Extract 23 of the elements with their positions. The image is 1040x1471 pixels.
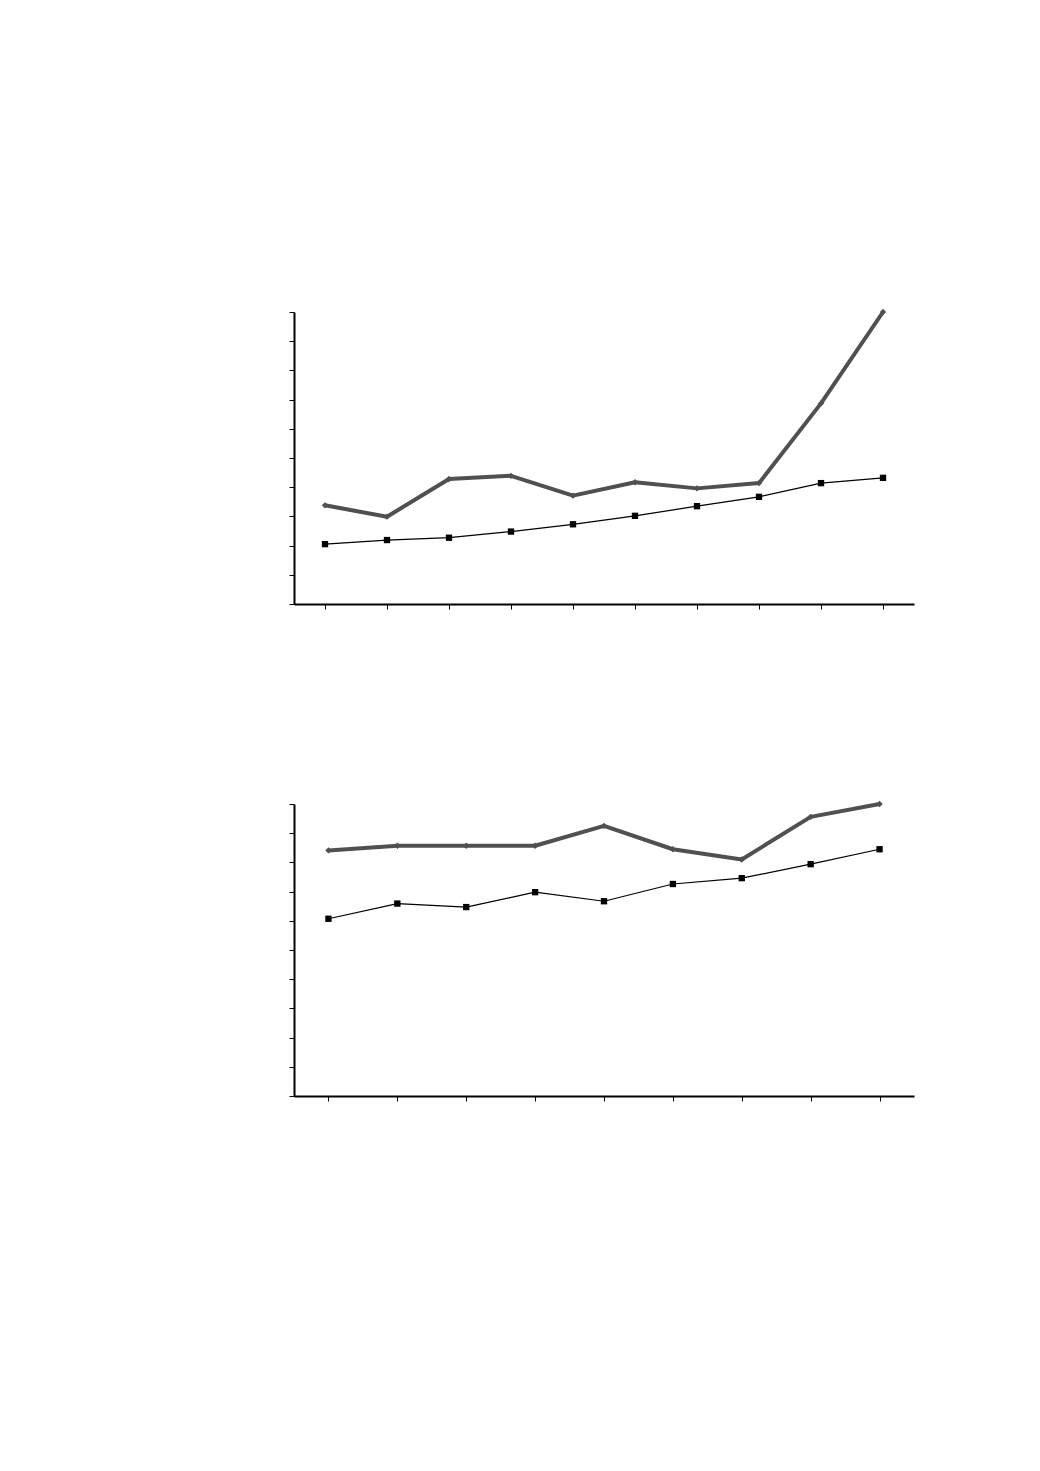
point: [755, 493, 763, 500]
point: [669, 880, 677, 888]
point: [817, 400, 825, 407]
point: [463, 903, 470, 911]
point: [876, 846, 883, 853]
point: [879, 474, 887, 482]
point: [569, 521, 577, 528]
point: [631, 512, 639, 519]
point: [394, 900, 401, 907]
point: [738, 875, 745, 882]
point: [817, 479, 825, 487]
point: [879, 308, 887, 316]
point: [445, 534, 453, 541]
point: [876, 800, 883, 808]
point: [325, 915, 332, 922]
point: [383, 536, 391, 544]
point: [531, 889, 539, 896]
point: [693, 503, 701, 510]
point: [600, 898, 608, 905]
point: [321, 540, 329, 548]
point: [807, 813, 814, 821]
point: [807, 860, 814, 868]
point: [507, 528, 515, 535]
